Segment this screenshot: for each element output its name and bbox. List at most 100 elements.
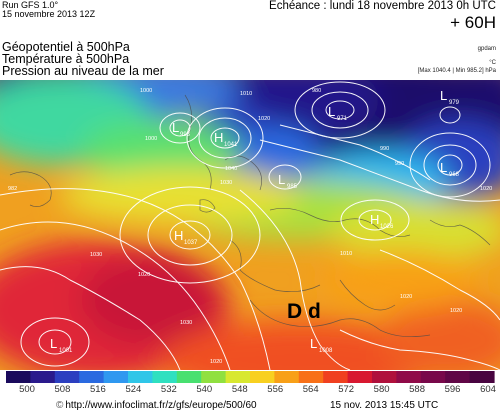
handwritten-annotation: D d [287,300,321,323]
svg-text:1008: 1008 [319,348,333,354]
svg-text:L: L [440,88,447,103]
svg-text:1001: 1001 [59,348,73,354]
low-968: L 968 [440,160,460,178]
colorbar-labels: 500 508 516 524 532 540 548 556 564 572 580 588 596 6… [0,384,500,396]
isobars [0,81,500,370]
unit-gpdam: gpdam [477,46,496,52]
unit-celsius: °C [489,60,496,66]
colorbar-swatch [420,371,446,383]
svg-text:1010: 1010 [240,91,252,97]
pressure-centers: L 993 H 1041 L 971 L 979 L 968 L 985 H 1… [50,88,460,354]
svg-text:1010: 1010 [340,251,352,257]
colorbar-tick: 532 [160,384,177,395]
svg-text:1020: 1020 [210,359,222,365]
colorbar-tick: 508 [54,384,71,395]
colorbar-tick: 564 [302,384,319,395]
colorbar-tick: 516 [89,384,106,395]
colorbar-swatch [128,371,153,383]
colorbar-tick: 548 [231,384,248,395]
svg-text:1000: 1000 [145,136,157,142]
svg-text:993: 993 [180,132,191,138]
svg-text:1041: 1041 [224,142,238,148]
colorbar-swatch [6,371,31,383]
colorbar-tick: 524 [125,384,142,395]
footer-timestamp: 15 nov. 2013 15:45 UTC [330,400,439,411]
colorbar-swatch [469,371,495,383]
valid-time: Echéance : lundi 18 novembre 2013 0h UTC [269,0,496,12]
svg-text:L: L [172,120,179,135]
svg-text:L: L [310,336,317,351]
svg-text:1020: 1020 [138,272,150,278]
lead-time: + 60H [450,13,496,32]
colorbar-tick: 572 [338,384,355,395]
svg-text:990: 990 [380,146,389,152]
colorbar-swatch [176,371,202,383]
high-1037: H 1037 [174,228,198,246]
colorbar-swatch [274,371,300,383]
colorbar-tick: 500 [19,384,35,395]
colorbar-tick: 580 [373,384,390,395]
colorbar-tick: 556 [267,384,284,395]
title-pressure: Pression au niveau de la mer [2,64,164,78]
svg-text:H: H [174,228,183,243]
colorbar-tick: 596 [444,384,461,395]
colorbar-swatch [347,371,373,383]
svg-text:L: L [440,160,447,175]
svg-text:H: H [370,212,379,227]
footer-url[interactable]: © http://www.infoclimat.fr/z/gfs/europe/5… [56,400,257,411]
svg-text:1037: 1037 [184,240,198,246]
svg-text:1000: 1000 [140,88,152,94]
title-temperature: Température à 500hPa [2,52,130,66]
svg-text:990: 990 [395,161,404,167]
colorbar-swatch [152,371,178,383]
svg-text:1020: 1020 [480,186,492,192]
colorbar-swatch [225,371,251,383]
colorbar-swatch [30,371,56,383]
low-993: L 993 [172,120,191,138]
colorbar-swatch [445,371,471,383]
low-971: L 971 [328,104,348,122]
high-1041: H 1041 [214,130,238,148]
low-979: L 979 [440,88,460,106]
colorbar-tick: 588 [409,384,425,395]
svg-text:H: H [214,130,223,145]
colorbar-swatch [79,371,105,383]
isobar-labels: 1000 1010 1020 1030 1040 990 980 1020 10… [8,88,492,365]
svg-text:1026: 1026 [380,224,394,230]
svg-text:985: 985 [287,184,298,190]
run-label: Run GFS 1.0° [2,0,59,10]
colorbar-swatch [372,371,397,383]
copyright-icon: © [56,400,64,411]
run-date: 15 novembre 2013 12Z [2,9,96,19]
low-1008: L 1008 [310,336,333,354]
pressure-range: [Max 1040.4 | Min 985.2] hPa [417,68,496,74]
svg-text:979: 979 [449,100,460,106]
colorbar-swatch [103,371,129,383]
colorbar-tick: 540 [196,384,213,395]
colorbar-swatch [298,371,324,383]
svg-text:1020: 1020 [258,116,270,122]
svg-text:L: L [50,336,57,351]
svg-text:971: 971 [337,116,348,122]
svg-text:1020: 1020 [400,294,412,300]
colorbar-swatch [201,371,227,383]
colorbar [6,371,495,383]
svg-text:1030: 1030 [220,180,232,186]
colorbar-swatch [396,371,422,383]
svg-text:L: L [328,104,335,119]
low-1001: L 1001 [50,336,73,354]
high-1026: H 1026 [370,212,394,230]
svg-text:1040: 1040 [225,166,237,172]
svg-text:1030: 1030 [90,252,102,258]
colorbar-tick: 604 [480,384,496,395]
colorbar-swatch [54,371,80,383]
svg-text:1020: 1020 [450,308,462,314]
svg-text:1030: 1030 [180,320,192,326]
svg-text:L: L [278,172,285,187]
low-985: L 985 [278,172,298,190]
title-geopotential: Géopotentiel à 500hPa [2,40,130,54]
source-url[interactable]: http://www.infoclimat.fr/z/gfs/europe/50… [65,400,257,411]
forecast-map: L 993 H 1041 L 971 L 979 L 968 L 985 H 1… [0,80,500,370]
svg-text:980: 980 [312,88,321,94]
svg-text:982: 982 [8,186,17,192]
